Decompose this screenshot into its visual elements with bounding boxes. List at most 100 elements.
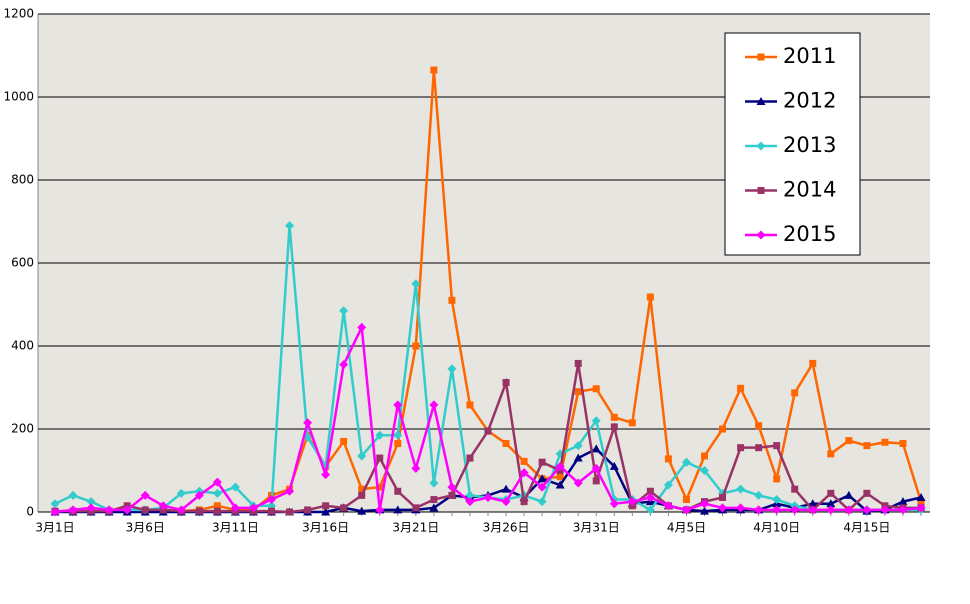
marker: [375, 430, 385, 440]
marker: [412, 342, 420, 350]
marker: [502, 440, 510, 448]
marker: [104, 505, 114, 515]
x-tick-label: 3月21日: [392, 521, 439, 535]
marker: [757, 53, 765, 61]
marker: [501, 484, 511, 493]
marker: [737, 384, 745, 392]
marker: [321, 507, 331, 516]
marker: [755, 422, 763, 430]
marker: [484, 427, 492, 435]
marker: [213, 502, 221, 510]
marker: [176, 505, 186, 515]
x-tick-label: 3月1日: [35, 521, 74, 535]
marker: [773, 475, 781, 483]
marker: [610, 413, 618, 421]
y-tick-label: 200: [11, 422, 34, 436]
marker: [681, 505, 691, 515]
marker: [483, 492, 493, 502]
x-tick-label: 4月10日: [753, 521, 800, 535]
y-tick-label: 400: [11, 339, 34, 353]
marker: [466, 454, 474, 462]
marker: [376, 483, 384, 491]
marker: [646, 293, 654, 301]
marker: [357, 322, 367, 332]
marker: [430, 496, 438, 504]
marker: [340, 504, 348, 512]
marker: [609, 499, 619, 509]
marker: [212, 488, 222, 498]
marker: [700, 499, 709, 509]
legend-label: 2013: [783, 133, 836, 157]
marker: [412, 504, 420, 512]
x-tick-label: 3月11日: [212, 521, 259, 535]
marker: [465, 490, 475, 500]
marker: [574, 388, 582, 396]
marker: [537, 497, 547, 507]
marker: [609, 461, 619, 470]
marker: [736, 484, 746, 494]
marker: [321, 470, 331, 480]
marker: [520, 498, 528, 506]
marker: [646, 487, 654, 495]
marker: [448, 491, 456, 499]
marker: [772, 505, 782, 515]
marker: [701, 452, 708, 460]
marker: [358, 491, 366, 499]
marker: [537, 474, 547, 483]
marker: [195, 507, 203, 515]
marker: [737, 444, 745, 452]
marker: [248, 503, 258, 513]
marker: [213, 507, 221, 515]
marker: [591, 463, 601, 473]
marker: [808, 499, 818, 508]
marker: [772, 495, 782, 505]
marker: [863, 442, 871, 450]
marker: [756, 97, 766, 105]
y-tick-label: 0: [26, 505, 34, 519]
marker: [448, 296, 456, 304]
marker: [591, 444, 601, 453]
legend-label: 2014: [783, 178, 836, 202]
marker: [176, 488, 186, 498]
marker: [862, 505, 872, 515]
x-tick-label: 3月16日: [302, 521, 349, 535]
x-tick-label: 4月5日: [667, 521, 706, 535]
marker: [917, 498, 925, 506]
legend-label: 2015: [783, 222, 836, 246]
marker: [700, 466, 709, 475]
marker: [844, 490, 854, 499]
marker: [520, 457, 528, 465]
marker: [916, 503, 926, 513]
marker: [899, 440, 907, 448]
marker: [212, 477, 222, 487]
marker: [754, 490, 764, 500]
marker: [285, 486, 295, 496]
marker: [880, 505, 890, 515]
marker: [610, 423, 618, 431]
marker: [141, 506, 149, 514]
marker: [664, 455, 672, 463]
marker: [863, 489, 871, 497]
marker: [809, 359, 817, 367]
marker: [645, 505, 655, 515]
marker: [393, 400, 403, 410]
marker: [339, 360, 349, 370]
marker: [573, 478, 583, 488]
marker: [394, 487, 402, 495]
marker: [682, 496, 690, 504]
marker: [375, 505, 385, 515]
marker: [339, 306, 349, 316]
marker: [466, 401, 474, 409]
marker: [394, 440, 402, 448]
marker: [681, 457, 691, 467]
legend-label: 2012: [783, 89, 836, 113]
marker: [791, 389, 799, 397]
marker: [230, 503, 240, 513]
marker: [573, 441, 583, 451]
marker: [158, 501, 168, 511]
marker: [663, 480, 673, 490]
legend-box: [724, 32, 861, 256]
marker: [68, 505, 78, 515]
marker: [736, 503, 746, 513]
